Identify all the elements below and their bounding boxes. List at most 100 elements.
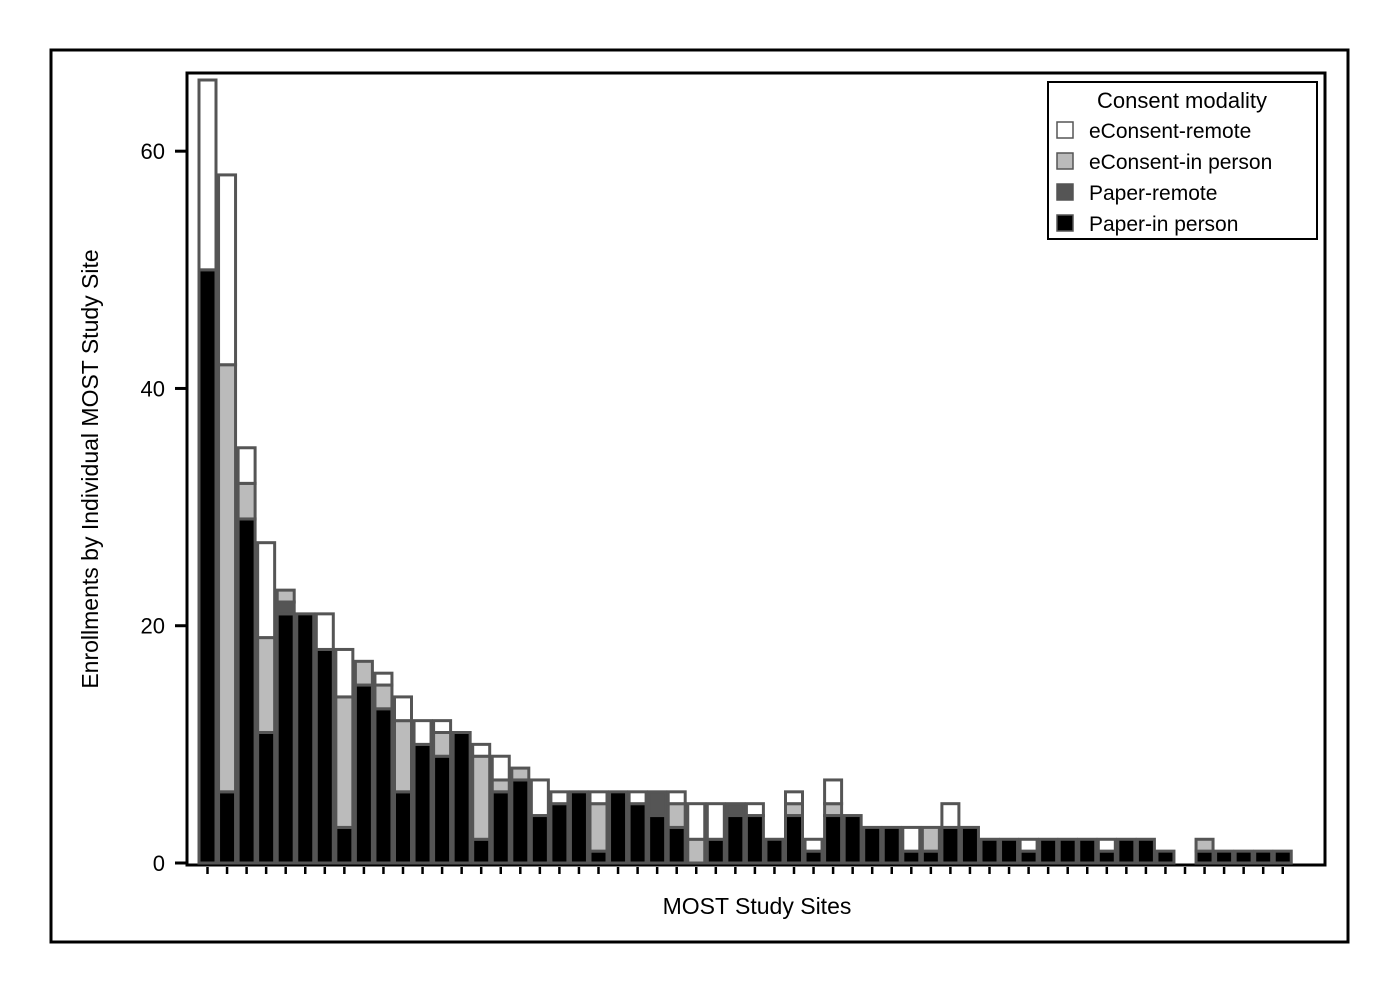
bar-segment-econsent-remote	[256, 541, 277, 640]
bar-segment-paper-in-person	[295, 612, 316, 865]
bar-segment-econsent-remote	[529, 778, 550, 818]
bar-segment-paper-in-person	[901, 849, 922, 865]
bar-segment-econsent-remote	[686, 802, 707, 841]
bar-segment-paper-in-person	[1214, 849, 1235, 865]
bar-segment-econsent-in-person	[217, 363, 238, 794]
bar-segment-econsent-in-person	[353, 659, 374, 687]
bar-segment-paper-in-person	[1253, 849, 1274, 865]
bar-segment-paper-in-person	[744, 814, 765, 865]
bar-segment-paper-remote	[275, 600, 296, 616]
bar-segment-econsent-in-person	[510, 766, 531, 782]
y-tick-label: 0	[153, 851, 165, 876]
bar-segment-econsent-in-person	[666, 802, 687, 829]
y-tick-label: 20	[141, 614, 165, 639]
bar-segment-econsent-remote	[705, 802, 726, 841]
bar-segment-paper-in-person	[1116, 837, 1137, 865]
bar-segment-econsent-remote	[940, 802, 961, 829]
bar-segment-econsent-remote	[1096, 837, 1117, 853]
bar-segment-econsent-in-person	[393, 719, 413, 794]
bar-segment-econsent-remote	[393, 695, 413, 723]
bar-segment-econsent-in-person	[256, 636, 277, 735]
bar-segment-paper-in-person	[764, 837, 785, 865]
bar-segment-paper-in-person	[529, 814, 550, 865]
bar-segment-paper-in-person	[256, 731, 277, 865]
bar-segment-econsent-remote	[373, 671, 394, 687]
bar-segment-econsent-remote	[334, 647, 355, 699]
legend-swatch	[1056, 152, 1074, 170]
bar-segment-econsent-remote	[627, 790, 648, 806]
x-axis-title: MOST Study Sites	[663, 893, 852, 919]
bar-segment-paper-in-person	[608, 790, 629, 865]
bar-segment-paper-in-person	[373, 707, 394, 865]
bar-segment-econsent-in-person	[490, 778, 511, 794]
bar-segment-econsent-remote	[197, 78, 218, 272]
bar-segment-econsent-in-person	[823, 802, 844, 818]
legend-label: eConsent-in person	[1089, 151, 1272, 174]
bar-segment-econsent-in-person	[588, 802, 609, 853]
bar-segment-econsent-in-person	[334, 695, 355, 829]
bar-segment-paper-in-person	[412, 742, 433, 865]
legend-swatch	[1056, 121, 1074, 139]
bar-segment-econsent-in-person	[373, 683, 394, 711]
bar-segment-paper-in-person	[197, 268, 218, 865]
bar-segment-paper-in-person	[647, 814, 668, 865]
bar-segment-paper-in-person	[510, 778, 531, 865]
legend-box	[1047, 81, 1318, 240]
bar-segment-econsent-remote	[314, 612, 335, 651]
bars-group	[197, 78, 1293, 865]
legend: Consent modality eConsent-remoteeConsent…	[1047, 81, 1318, 240]
bar-segment-paper-remote	[725, 802, 746, 818]
bar-segment-econsent-in-person	[686, 837, 707, 865]
legend-label: Paper-remote	[1089, 182, 1217, 205]
bar-segment-econsent-remote	[1018, 837, 1039, 853]
bar-segment-paper-in-person	[979, 837, 1000, 865]
bar-segment-paper-remote	[647, 790, 668, 818]
bar-segment-econsent-remote	[901, 825, 922, 853]
legend-label: eConsent-remote	[1089, 120, 1251, 143]
bar-segment-paper-in-person	[1077, 837, 1098, 865]
bar-segment-paper-in-person	[353, 683, 374, 865]
bar-segment-paper-in-person	[862, 825, 883, 865]
bar-segment-paper-in-person	[236, 517, 257, 865]
legend-swatch	[1056, 214, 1074, 232]
y-axis: 0 20 40 60	[141, 139, 187, 876]
legend-label: Paper-in person	[1089, 213, 1238, 236]
bar-segment-paper-in-person	[471, 837, 492, 865]
bar-segment-econsent-in-person	[432, 731, 453, 758]
bar-segment-paper-in-person	[432, 754, 453, 865]
bar-segment-econsent-remote	[784, 790, 804, 806]
bar-segment-paper-in-person	[881, 825, 902, 865]
bar-segment-paper-in-person	[393, 790, 413, 865]
bar-segment-paper-in-person	[490, 790, 511, 865]
y-tick-label: 40	[141, 376, 165, 401]
bar-segment-paper-in-person	[1038, 837, 1059, 865]
legend-title: Consent modality	[1097, 88, 1267, 113]
bar-segment-paper-in-person	[803, 849, 824, 865]
bar-segment-paper-in-person	[666, 825, 687, 865]
y-axis-title: Enrollments by Individual MOST Study Sit…	[77, 249, 103, 688]
bar-segment-paper-in-person	[959, 825, 980, 865]
legend-entries: eConsent-remote eConsent-in person Paper-r…	[1056, 120, 1272, 236]
bar-segment-econsent-remote	[803, 837, 824, 853]
bar-segment-econsent-in-person	[471, 754, 492, 841]
bar-segment-econsent-remote	[823, 778, 844, 806]
bar-segment-paper-in-person	[1135, 837, 1156, 865]
bar-segment-paper-in-person	[1272, 849, 1293, 865]
bar-segment-paper-in-person	[940, 825, 961, 865]
x-axis	[206, 867, 1284, 874]
bar-segment-econsent-remote	[549, 790, 570, 806]
bar-segment-paper-in-person	[999, 837, 1020, 865]
bar-segment-paper-in-person	[217, 790, 238, 865]
bar-segment-econsent-remote	[490, 754, 511, 782]
bar-segment-paper-in-person	[784, 814, 804, 865]
bar-segment-econsent-remote	[744, 802, 765, 818]
bar-segment-econsent-remote	[588, 790, 609, 806]
bar-segment-econsent-remote	[666, 790, 687, 806]
bar-segment-paper-in-person	[725, 814, 746, 865]
bar-segment-econsent-in-person	[784, 802, 804, 818]
bar-segment-paper-in-person	[1018, 849, 1039, 865]
legend-swatch	[1056, 183, 1074, 201]
bar-segment-econsent-in-person	[275, 588, 296, 604]
